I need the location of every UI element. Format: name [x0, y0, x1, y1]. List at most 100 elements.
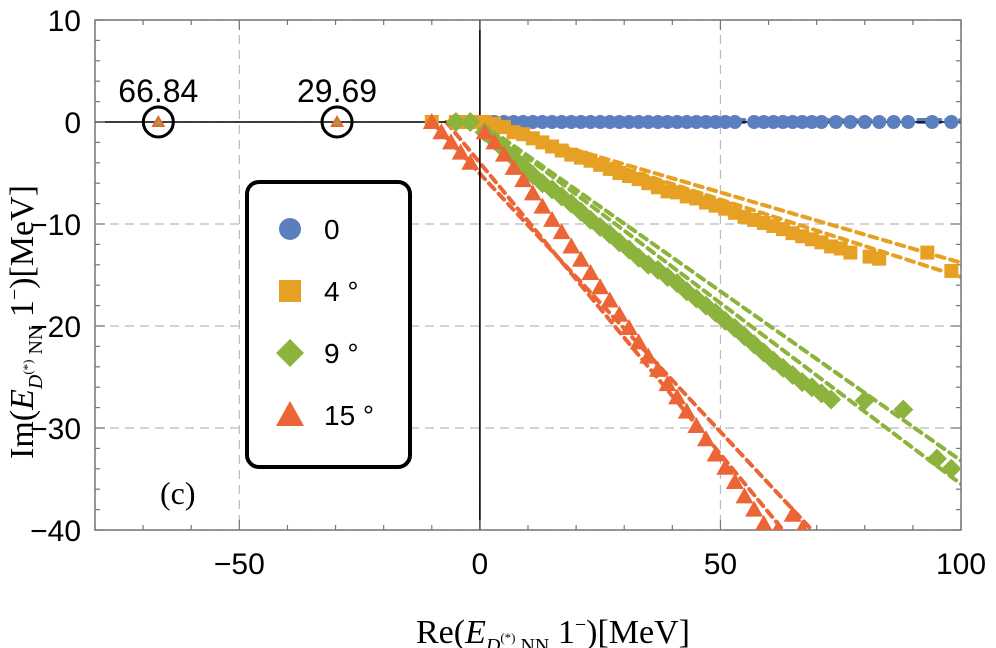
- series-circle-point: [573, 115, 588, 129]
- series-diamond-point: [854, 390, 875, 411]
- series-circle-point: [670, 115, 685, 129]
- series-triangle-point: [475, 123, 494, 140]
- series-circle-point: [925, 115, 940, 129]
- y-axis-label: Im(ED(*) NN 1−)[MeV]: [4, 185, 47, 459]
- series-triangle-point: [461, 153, 480, 170]
- panel-label: (c): [160, 475, 196, 511]
- legend-label: 4 °: [324, 276, 359, 307]
- series-triangle-point: [523, 184, 542, 201]
- series-triangle-fit-line: [429, 120, 814, 530]
- y-tick-label: −20: [30, 311, 81, 344]
- y-tick-label: 0: [64, 107, 81, 140]
- series-diamond-point: [926, 448, 947, 469]
- legend-marker-diamond: [276, 339, 304, 367]
- series-triangle-point: [451, 143, 470, 160]
- series-circle-point: [708, 115, 723, 129]
- series-triangle-point: [687, 416, 706, 433]
- series-triangle-point: [422, 113, 441, 129]
- bound-state-annotations: 66.84 29.69: [118, 73, 377, 139]
- bound-state-marker-inner: [333, 119, 342, 125]
- series-circle-point: [641, 115, 656, 129]
- series-diamond-fit-line: [477, 120, 961, 463]
- series-triangle-point: [533, 197, 552, 214]
- series-square-point: [843, 245, 858, 260]
- series-circle-point: [622, 115, 637, 129]
- series-triangle-point: [562, 237, 581, 254]
- series-circle-point: [872, 115, 887, 129]
- bound-state-marker-inner: [154, 119, 163, 125]
- series-circle-point: [804, 115, 819, 129]
- series-circle-point: [718, 115, 733, 129]
- series-circle-point: [631, 115, 646, 129]
- series-triangle-point: [648, 360, 667, 377]
- series-triangle-point: [620, 319, 639, 336]
- series-triangle-point: [639, 347, 658, 364]
- series-square-point: [944, 263, 959, 278]
- series-triangle-point: [772, 519, 784, 530]
- fit-lines: [429, 117, 961, 530]
- series-triangle-point: [796, 519, 808, 530]
- series-circle-point: [814, 115, 829, 129]
- series-triangle-point: [629, 333, 648, 350]
- series-triangle-point: [442, 133, 461, 150]
- series-circle-point: [612, 115, 627, 129]
- series-circle-point: [857, 115, 872, 129]
- data-points: [422, 112, 961, 530]
- series-square-point: [872, 251, 887, 266]
- y-tick-label: −40: [30, 515, 81, 548]
- series-triangle-point: [610, 305, 629, 322]
- series-circle-point: [689, 115, 704, 129]
- series-diamond-point: [821, 389, 842, 410]
- series-triangle-point: [658, 375, 677, 392]
- series-triangle-point: [571, 250, 590, 267]
- axes: [94, 19, 962, 531]
- series-diamond-fit-line: [477, 120, 961, 487]
- x-tick-label: 100: [936, 548, 986, 581]
- series-triangle-point: [494, 145, 513, 162]
- y-tick-label: −10: [30, 209, 81, 242]
- series-circle-point: [602, 115, 617, 129]
- series-triangle-point: [706, 445, 725, 462]
- y-tick-label: −30: [30, 413, 81, 446]
- series-diamond-point: [460, 112, 481, 132]
- x-tick-label: −50: [214, 548, 265, 581]
- series-circle-point: [660, 115, 675, 129]
- legend-label: 15 °: [324, 400, 374, 431]
- series-circle-point: [650, 115, 665, 129]
- series-triangle-point: [543, 210, 562, 227]
- x-tick-label: 50: [704, 548, 737, 581]
- series-circle-point: [901, 115, 916, 129]
- series-circle-point: [828, 115, 843, 129]
- series-circle-point: [727, 115, 742, 129]
- series-circle-point: [756, 115, 771, 129]
- series-triangle-point: [514, 171, 533, 188]
- series-triangle-point: [745, 500, 764, 517]
- series-triangle-point: [668, 388, 687, 405]
- bound-state-label: 66.84: [118, 73, 198, 109]
- series-triangle-point: [697, 430, 716, 447]
- series-circle-point: [944, 115, 959, 129]
- series-circle-point: [699, 115, 714, 129]
- series-triangle-point: [735, 487, 754, 504]
- bound-state-circle: [141, 105, 175, 139]
- series-circle-point: [535, 115, 550, 129]
- legend-marker-triangle: [276, 401, 304, 426]
- series-circle-point: [785, 115, 800, 129]
- series-circle-point: [583, 115, 598, 129]
- legend-marker-circle: [279, 218, 301, 240]
- x-tick-label: 0: [472, 548, 489, 581]
- series-circle-point: [775, 115, 790, 129]
- series-triangle-point: [716, 458, 735, 475]
- series-circle-point: [795, 115, 810, 129]
- series-circle-point: [886, 115, 901, 129]
- legend-label: 0: [324, 214, 340, 245]
- series-triangle-point: [725, 473, 744, 490]
- series-circle-point: [593, 115, 608, 129]
- series-circle-point: [554, 115, 569, 129]
- series-triangle-point: [591, 278, 610, 295]
- series-diamond-point: [893, 399, 914, 420]
- x-axis-label: Re(ED(*) NN 1−)[MeV]: [416, 614, 690, 648]
- series-triangle-point: [552, 223, 571, 240]
- series-circle-point: [843, 115, 858, 129]
